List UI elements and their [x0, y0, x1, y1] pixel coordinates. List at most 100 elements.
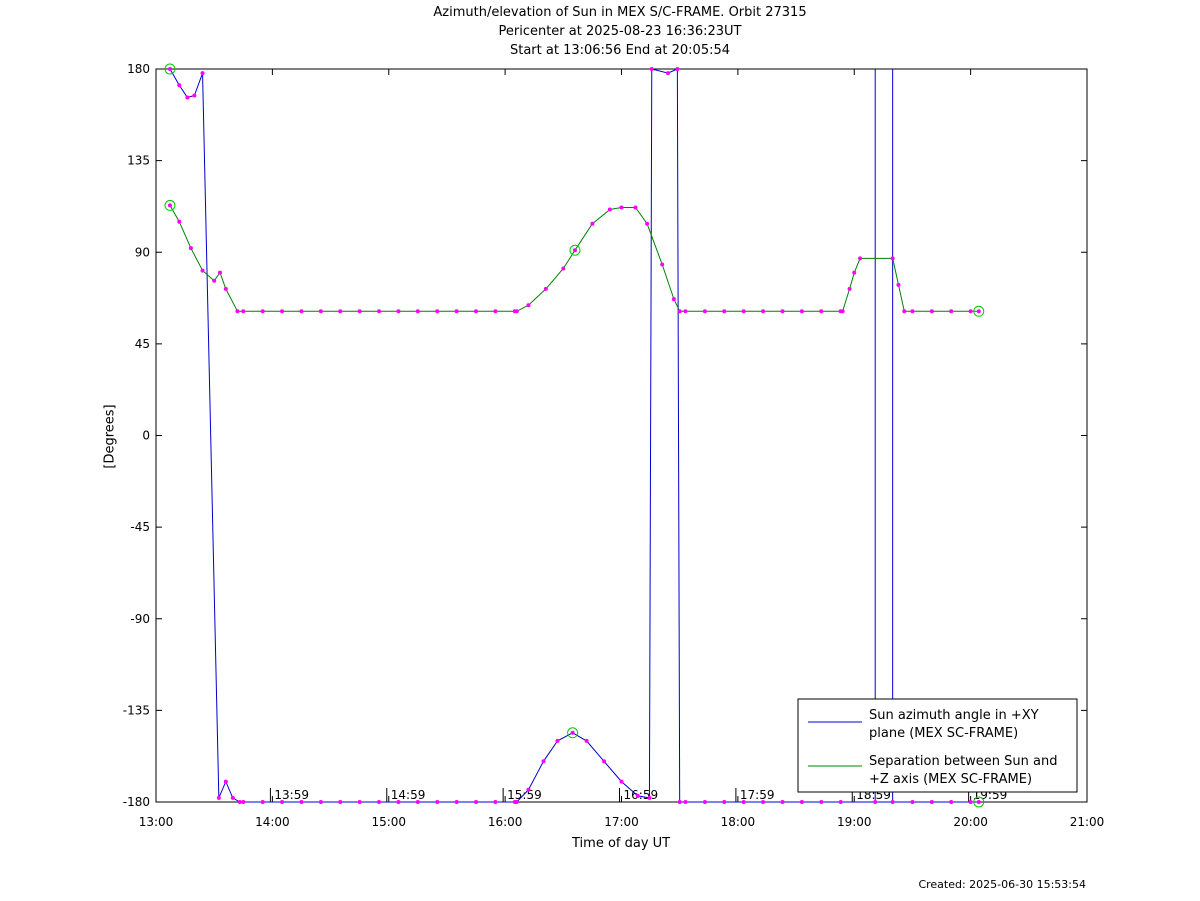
data-point: [838, 800, 843, 804]
data-point: [741, 309, 746, 314]
data-point: [185, 95, 190, 100]
data-point: [167, 67, 172, 71]
data-point: [200, 268, 205, 273]
data-point: [377, 309, 382, 314]
legend-box: [797, 698, 1078, 793]
data-point: [396, 309, 401, 314]
azimuth-series-line: [169, 68, 204, 99]
data-point: [415, 309, 420, 314]
data-point: [280, 800, 285, 804]
legend-label-azimuth: Sun azimuth angle in +XY: [869, 708, 1039, 723]
x-tick-label: 20:00: [953, 815, 988, 829]
x-tick-label: 17:00: [604, 815, 639, 829]
chart-title-line-3: Start at 13:06:56 End at 20:05:54: [509, 43, 731, 58]
data-point: [260, 309, 265, 314]
data-point: [561, 266, 566, 271]
data-point: [237, 800, 242, 804]
data-point: [838, 309, 843, 314]
data-point: [647, 795, 652, 800]
data-point: [396, 800, 401, 804]
data-point: [223, 286, 228, 291]
data-point: [570, 730, 575, 735]
data-point: [357, 800, 362, 804]
x-tick-label: 13:00: [139, 815, 174, 829]
data-point: [660, 262, 665, 267]
data-point: [677, 309, 682, 314]
data-point: [584, 738, 589, 743]
data-point: [635, 793, 640, 798]
data-point: [949, 309, 954, 314]
x-axis-label: Time of day UT: [572, 836, 671, 851]
y-tick-label: -90: [130, 612, 150, 626]
x-tick-label: 16:00: [488, 815, 523, 829]
y-tick-label: -180: [123, 795, 150, 809]
data-point: [572, 248, 577, 253]
data-point: [167, 203, 172, 208]
azimuth-series-line: [651, 68, 678, 74]
start-end-marker: [164, 199, 176, 211]
data-point: [590, 221, 595, 226]
data-point: [645, 221, 650, 226]
data-point: [235, 309, 240, 314]
y-tick-label: 0: [142, 429, 150, 443]
data-point: [910, 800, 915, 804]
y-tick-label: 90: [135, 245, 150, 259]
x-tick-label: 14:00: [255, 815, 290, 829]
data-point: [780, 309, 785, 314]
data-point: [218, 270, 223, 275]
chart-title-line-2: Pericenter at 2025-08-23 16:36:23UT: [498, 24, 742, 39]
data-point: [512, 309, 517, 314]
data-point: [454, 309, 459, 314]
y-tick-label: -45: [130, 520, 150, 534]
data-point: [415, 800, 420, 804]
data-point: [799, 309, 804, 314]
data-point: [435, 309, 440, 314]
data-point: [819, 309, 824, 314]
data-point: [200, 71, 205, 76]
data-point: [493, 800, 498, 804]
hour-marker-label: 15:59: [507, 788, 542, 802]
data-point: [649, 67, 654, 71]
data-point: [675, 67, 680, 71]
data-point: [761, 800, 766, 804]
data-point: [976, 800, 981, 804]
data-point: [683, 309, 688, 314]
data-point: [192, 93, 197, 98]
data-point: [474, 800, 479, 804]
azimuth-wrap-line: [202, 73, 220, 798]
data-point: [454, 800, 459, 804]
data-point: [858, 256, 863, 261]
legend-label-azimuth: plane (MEX SC-FRAME): [869, 726, 1018, 741]
legend: Sun azimuth angle in +XY plane (MEX SC-FR…: [797, 698, 1078, 793]
start-end-marker: [973, 305, 985, 317]
hour-marker-label: 14:59: [391, 788, 426, 802]
data-point: [976, 309, 981, 314]
hour-marker-label: 17:59: [740, 788, 775, 802]
data-point: [280, 309, 285, 314]
data-point: [968, 800, 973, 804]
hour-marker-label: 13:59: [274, 788, 309, 802]
data-point: [299, 309, 304, 314]
hour-marker-label: 16:59: [624, 788, 659, 802]
y-axis-label: [Degrees]: [102, 404, 118, 469]
data-point: [357, 309, 362, 314]
x-tick-label: 15:00: [371, 815, 406, 829]
y-tick-label: 180: [127, 62, 150, 76]
data-point: [890, 256, 895, 261]
data-point: [780, 800, 785, 804]
data-point: [683, 800, 688, 804]
azimuth-wrap-line: [676, 68, 681, 803]
data-point: [216, 795, 221, 800]
plot-frame: [155, 68, 1088, 803]
data-point: [541, 759, 546, 764]
data-point: [435, 800, 440, 804]
data-point: [902, 309, 907, 314]
data-point: [241, 309, 246, 314]
start-end-marker: [569, 244, 581, 256]
start-end-marker: [973, 796, 985, 808]
data-point: [241, 800, 246, 804]
data-point: [338, 800, 343, 804]
y-tick-label: 45: [135, 337, 150, 351]
data-point: [896, 282, 901, 287]
